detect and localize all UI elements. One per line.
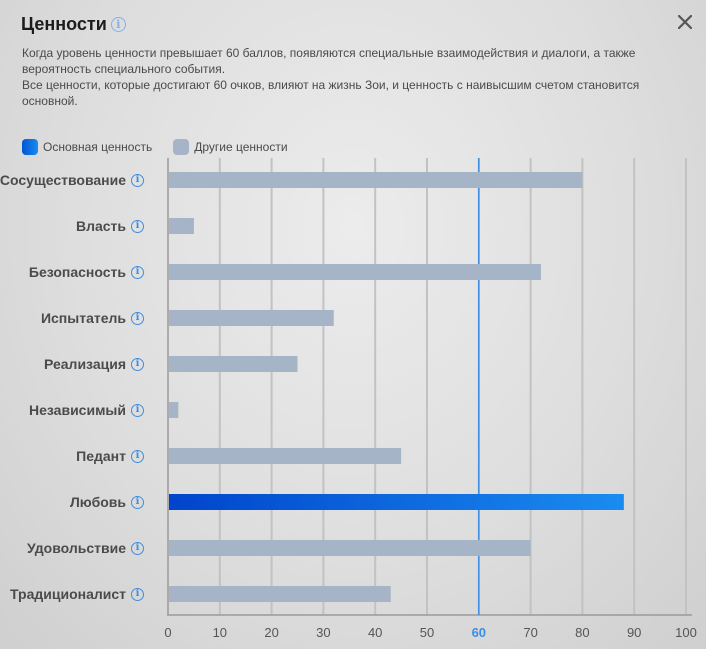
info-icon[interactable]: i [131, 357, 144, 371]
row-label: Власть i [76, 217, 144, 235]
close-button[interactable] [670, 7, 700, 37]
category-label: Власть [75, 218, 126, 234]
x-tick-label: 70 [523, 625, 537, 640]
info-icon[interactable]: i [131, 541, 144, 555]
legend-other-swatch [173, 139, 190, 155]
row-label: Сосуществование i [0, 171, 144, 189]
bar [169, 310, 334, 326]
info-icon[interactable]: i [131, 495, 144, 509]
info-icon[interactable]: i [131, 219, 144, 233]
x-tick-label: 90 [627, 625, 641, 640]
page-title: Ценности [21, 14, 107, 34]
bar [169, 448, 402, 464]
header: Ценности i [21, 14, 126, 35]
bar [169, 172, 583, 188]
category-label: Традиционалист [10, 586, 126, 602]
x-tick-label: 30 [316, 625, 330, 640]
x-tick-label: 50 [420, 625, 434, 640]
bar [169, 356, 298, 372]
bar [169, 264, 541, 280]
legend: Основная ценность Другие ценности [22, 139, 309, 155]
legend-other-label: Другие ценности [194, 140, 288, 154]
row-label: Реализация i [44, 355, 144, 373]
legend-primary-label: Основная ценность [43, 140, 153, 154]
row-label: Любовь i [70, 493, 144, 511]
x-tick-label: 10 [213, 625, 227, 640]
row-label: Педант i [76, 447, 144, 465]
close-icon [678, 15, 692, 29]
category-label: Педант [76, 448, 126, 464]
bar [169, 218, 194, 234]
legend-primary-swatch [22, 139, 38, 155]
x-tick-label: 100 [675, 625, 697, 640]
x-tick-label: 20 [264, 625, 278, 640]
info-icon[interactable]: i [131, 265, 144, 279]
legend-other: Другие ценности [173, 139, 288, 155]
row-label: Независимый i [29, 401, 144, 419]
category-label: Безопасность [28, 264, 126, 280]
bar [169, 402, 179, 418]
row-label: Безопасность i [29, 263, 144, 281]
bar [169, 540, 531, 556]
legend-primary: Основная ценность [22, 139, 152, 155]
description-line-2: Все ценности, которые достигают 60 очков… [22, 78, 640, 108]
row-label: Традиционалист i [10, 585, 144, 603]
description-line-1: Когда уровень ценности превышает 60 балл… [22, 46, 636, 76]
category-label: Испытатель [40, 310, 126, 326]
x-tick-label: 60 [472, 625, 486, 640]
category-label: Независимый [29, 402, 126, 418]
category-label: Сосуществование [0, 172, 126, 188]
category-label: Удовольствие [26, 540, 126, 556]
category-label: Реализация [43, 356, 126, 372]
info-icon[interactable]: i [131, 449, 144, 463]
bar [169, 586, 391, 602]
row-label: Испытатель i [41, 309, 144, 327]
x-tick-label: 40 [368, 625, 382, 640]
x-tick-label: 80 [575, 625, 589, 640]
info-icon[interactable]: i [131, 403, 144, 417]
info-icon[interactable]: i [131, 173, 144, 187]
info-icon[interactable]: i [131, 311, 144, 325]
x-tick-label: 0 [164, 625, 171, 640]
bar-primary [169, 494, 624, 510]
description: Когда уровень ценности превышает 60 балл… [22, 45, 672, 109]
info-icon[interactable]: i [110, 17, 126, 32]
info-icon[interactable]: i [131, 587, 144, 601]
category-label: Любовь [69, 494, 126, 510]
row-label: Удовольствие i [27, 539, 144, 557]
